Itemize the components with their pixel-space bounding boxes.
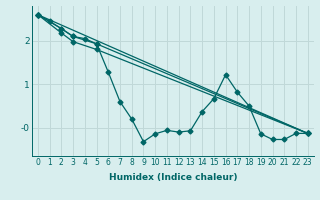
X-axis label: Humidex (Indice chaleur): Humidex (Indice chaleur) bbox=[108, 173, 237, 182]
